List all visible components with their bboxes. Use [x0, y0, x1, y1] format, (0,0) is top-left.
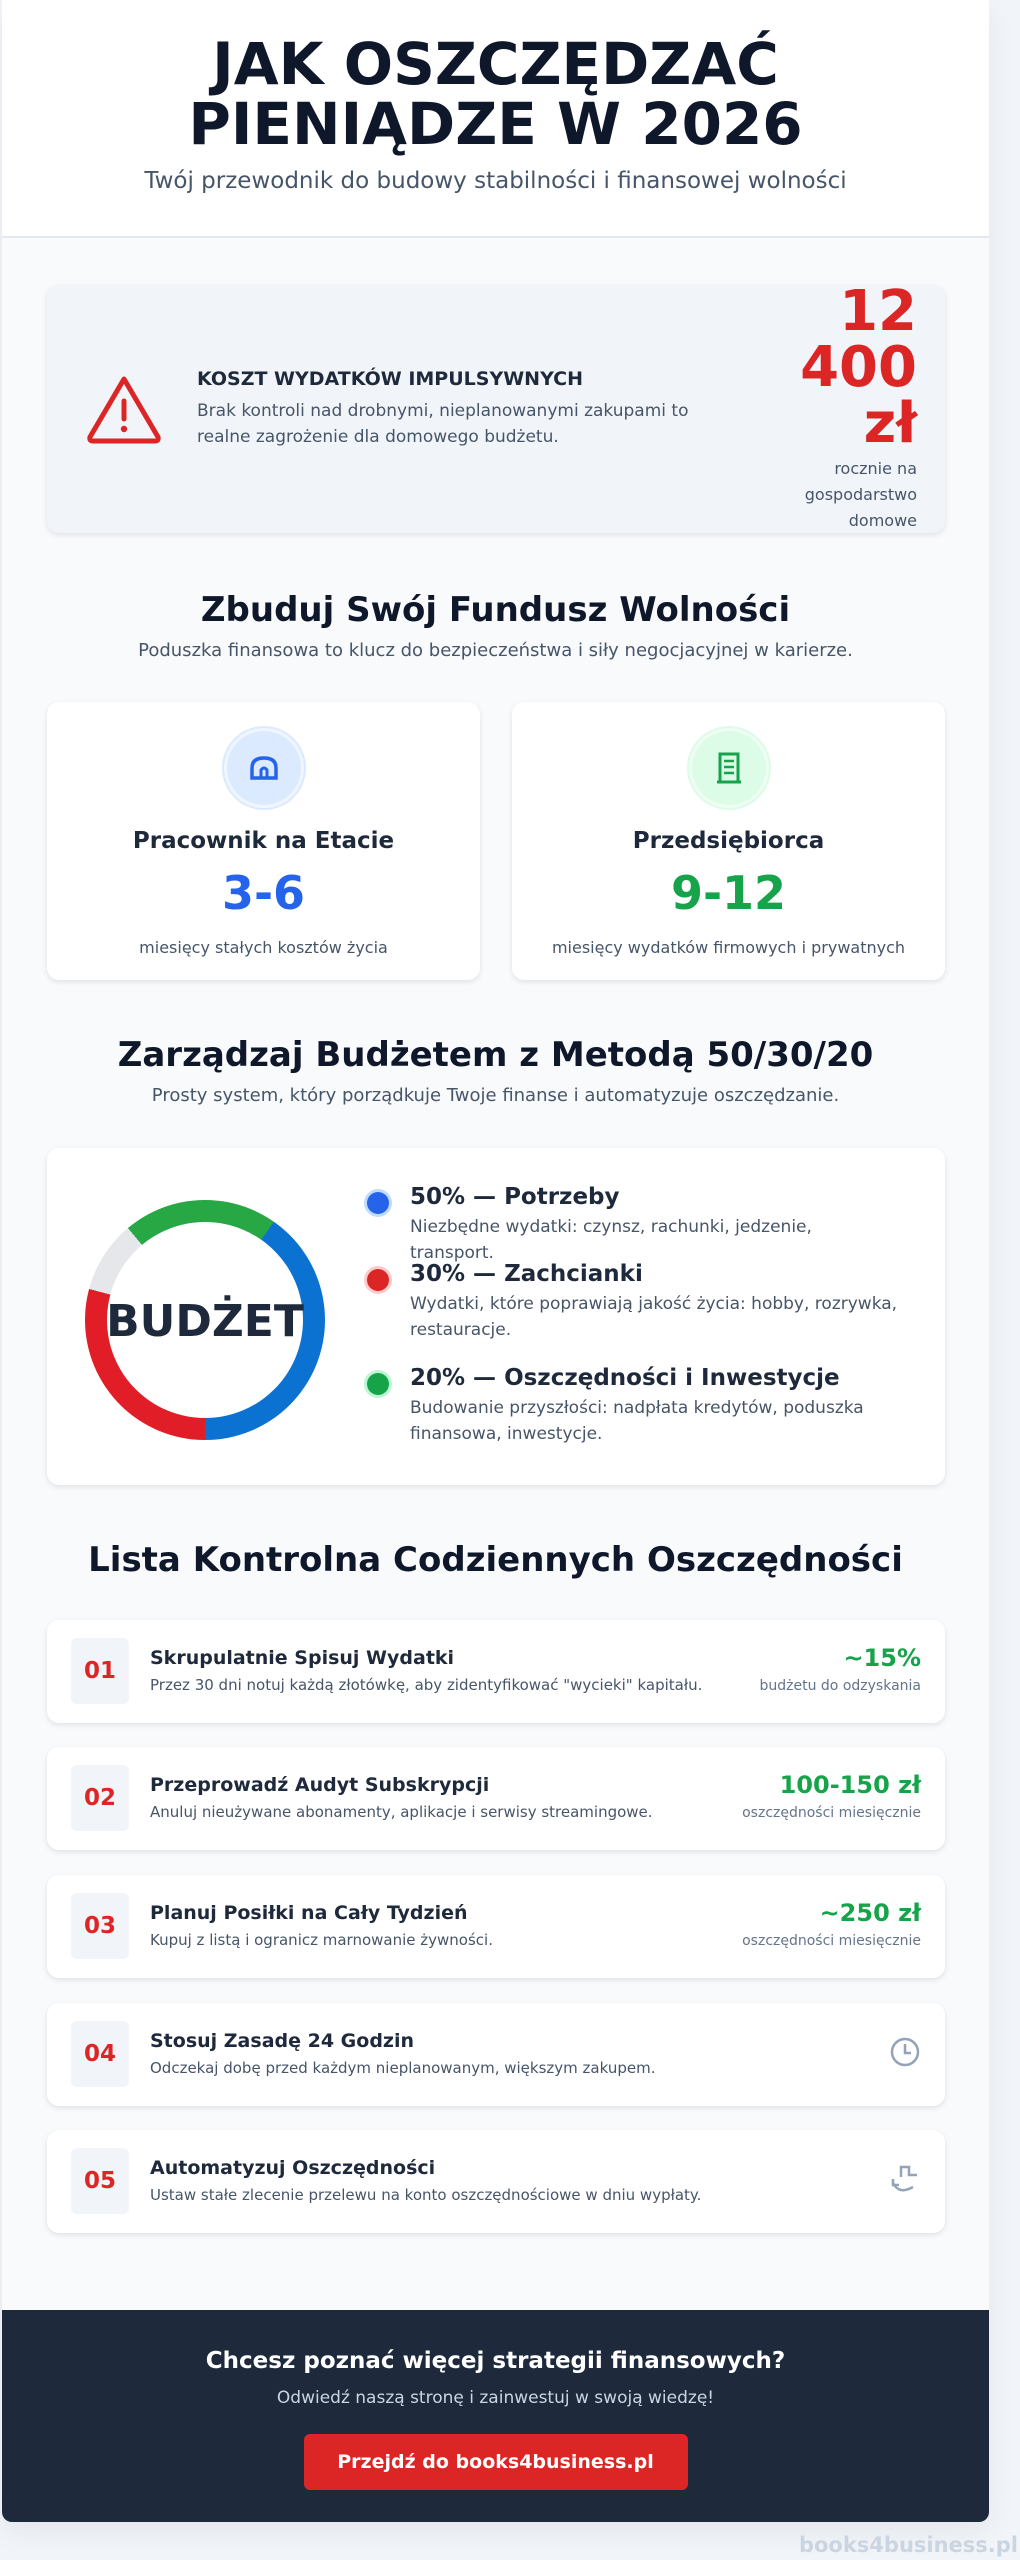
page: JAK OSZCZĘDZAĆ PIENIĄDZE W 2026 Twój prz…	[2, 0, 989, 2522]
briefcase-icon	[223, 728, 304, 808]
item-number: 01	[71, 1638, 129, 1704]
item-desc: Anuluj nieużywane abonamenty, aplikacje …	[150, 1803, 653, 1821]
item-value-label: budżetu do odzyskania	[759, 1678, 922, 1694]
item-title: Przeprowadź Audyt Subskrypcji	[150, 1774, 490, 1796]
fund-card-employee: Pracownik na Etacie 3-6 miesięcy stałych…	[47, 702, 480, 980]
warning-triangle-icon	[87, 376, 161, 444]
page-title: JAK OSZCZĘDZAĆ PIENIĄDZE W 2026	[188, 30, 803, 158]
alert-amount-label: rocznie na gospodarstwo domowe	[804, 459, 917, 530]
legend-title: 30% — Zachcianki	[410, 1261, 643, 1287]
budget-card: BUDŻET 50% — Potrzeby Niezbędne wydatki:…	[47, 1148, 945, 1485]
alert-text: Brak kontroli nad drobnymi, nieplanowany…	[197, 401, 689, 447]
item-value: ~15%	[843, 1644, 921, 1672]
legend-desc: Niezbędne wydatki: czynsz, rachunki, jed…	[410, 1217, 812, 1263]
fund-card-value: 9-12	[670, 866, 787, 920]
alert-amount: 12 400 zł	[800, 279, 917, 456]
item-desc: Ustaw stałe zlecenie przelewu na konto o…	[150, 2186, 702, 2204]
cta-footer: Chcesz poznać więcej strategii finansowy…	[2, 2310, 989, 2522]
fund-card-entrepreneur: Przedsiębiorca 9-12 miesięcy wydatków fi…	[512, 702, 945, 980]
checklist-item: 01 Skrupulatnie Spisuj Wydatki Przez 30 …	[47, 1620, 945, 1723]
item-title: Automatyzuj Oszczędności	[150, 2157, 436, 2179]
item-desc: Kupuj z listą i ogranicz marnowanie żywn…	[150, 1931, 493, 1949]
item-title: Planuj Posiłki na Cały Tydzień	[150, 1902, 468, 1924]
checklist-title: Lista Kontrolna Codziennych Oszczędności	[88, 1540, 903, 1580]
building-icon	[688, 728, 769, 808]
donut-center-label: BUDŻET	[106, 1296, 304, 1347]
legend-item-wants: 30% — Zachcianki Wydatki, które poprawia…	[367, 1261, 900, 1343]
budget-subtitle: Prosty system, który porządkuje Twoje fi…	[151, 1085, 840, 1106]
item-value-label: oszczędności miesięcznie	[742, 1805, 921, 1821]
fund-section-heading: Zbuduj Swój Fundusz Wolności Poduszka fi…	[2, 590, 989, 661]
fund-card-name: Przedsiębiorca	[632, 828, 825, 854]
fund-card-name: Pracownik na Etacie	[132, 828, 395, 854]
checklist-item: 04 Stosuj Zasadę 24 Godzin Odczekaj dobę…	[47, 2003, 945, 2106]
legend-item-needs: 50% — Potrzeby Niezbędne wydatki: czynsz…	[367, 1184, 900, 1266]
visit-site-button[interactable]: Przejdź do books4business.pl	[303, 2434, 688, 2490]
budget-title: Zarządzaj Budżetem z Metodą 50/30/20	[117, 1035, 874, 1075]
item-value-label: oszczędności miesięcznie	[742, 1933, 921, 1949]
fund-title: Zbuduj Swój Fundusz Wolności	[200, 590, 791, 630]
item-value: 100-150 zł	[779, 1771, 921, 1799]
fund-card-desc: miesięcy wydatków firmowych i prywatnych	[551, 938, 906, 957]
legend-dot	[367, 1373, 389, 1395]
cta-text: Odwiedź naszą stronę i zainwestuj w swoj…	[276, 2388, 715, 2408]
legend-title: 20% — Oszczędności i Inwestycje	[410, 1365, 840, 1391]
legend-item-savings: 20% — Oszczędności i Inwestycje Budowani…	[367, 1365, 900, 1447]
legend-title: 50% — Potrzeby	[410, 1184, 620, 1210]
item-number: 02	[71, 1765, 129, 1831]
alert-title: KOSZT WYDATKÓW IMPULSYWNYCH	[197, 368, 583, 390]
legend-desc: Budowanie przyszłości: nadpłata kredytów…	[410, 1398, 864, 1444]
item-number: 05	[71, 2148, 129, 2214]
item-title: Stosuj Zasadę 24 Godzin	[150, 2030, 415, 2052]
item-number: 03	[71, 1893, 129, 1959]
legend-desc: Wydatki, które poprawiają jakość życia: …	[410, 1294, 898, 1340]
clock-icon	[890, 2037, 920, 2067]
auto-transfer-icon	[891, 2165, 917, 2192]
item-desc: Przez 30 dni notuj każdą złotówkę, aby z…	[150, 1676, 703, 1694]
checklist-item: 05 Automatyzuj Oszczędności Ustaw stałe …	[47, 2130, 945, 2233]
legend-dot	[367, 1192, 389, 1214]
donut-hole	[107, 1222, 303, 1418]
item-value: ~250 zł	[819, 1899, 921, 1927]
impulse-cost-alert: KOSZT WYDATKÓW IMPULSYWNYCH Brak kontrol…	[47, 279, 945, 533]
budget-donut-chart: BUDŻET	[85, 1200, 325, 1440]
checklist-item: 03 Planuj Posiłki na Cały Tydzień Kupuj …	[47, 1875, 945, 1978]
legend-dot	[367, 1269, 389, 1291]
item-desc: Odczekaj dobę przed każdym nieplanowanym…	[150, 2059, 656, 2077]
header: JAK OSZCZĘDZAĆ PIENIĄDZE W 2026 Twój prz…	[2, 0, 989, 238]
item-number: 04	[71, 2021, 129, 2087]
fund-card-desc: miesięcy stałych kosztów życia	[139, 938, 388, 957]
watermark: books4business.pl	[798, 2533, 1018, 2557]
fund-card-value: 3-6	[221, 866, 306, 920]
budget-section-heading: Zarządzaj Budżetem z Metodą 50/30/20 Pro…	[2, 1035, 989, 1106]
page-subtitle: Twój przewodnik do budowy stabilności i …	[144, 168, 847, 194]
item-title: Skrupulatnie Spisuj Wydatki	[150, 1647, 455, 1669]
checklist-section-heading: Lista Kontrolna Codziennych Oszczędności	[2, 1540, 989, 1580]
fund-subtitle: Poduszka finansowa to klucz do bezpiecze…	[138, 640, 853, 661]
cta-title: Chcesz poznać więcej strategii finansowy…	[205, 2348, 786, 2374]
checklist-item: 02 Przeprowadź Audyt Subskrypcji Anuluj …	[47, 1747, 945, 1850]
